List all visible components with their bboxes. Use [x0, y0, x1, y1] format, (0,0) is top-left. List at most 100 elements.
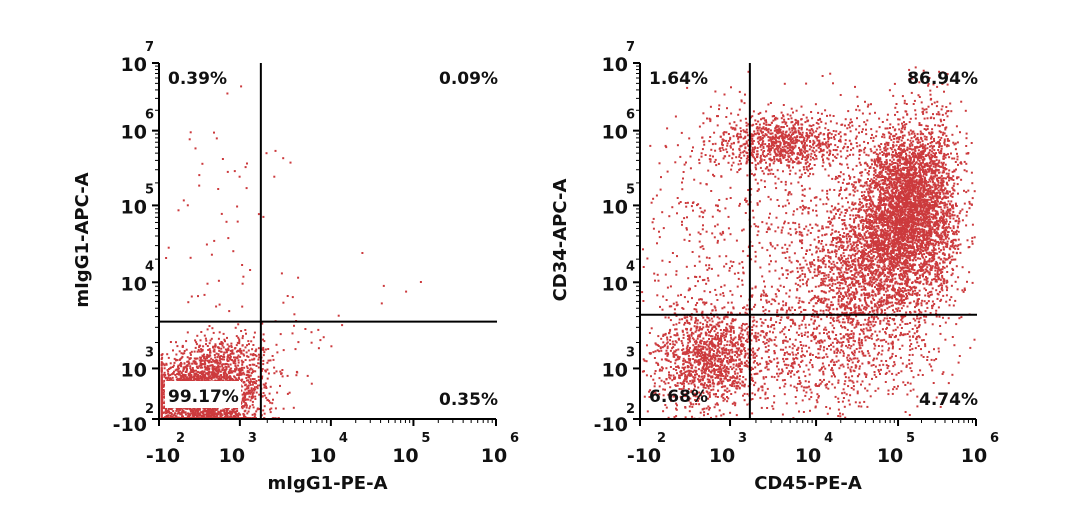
- data-point: [862, 204, 865, 207]
- data-point: [852, 184, 855, 187]
- data-point: [878, 242, 881, 245]
- data-point: [203, 408, 206, 411]
- data-point: [239, 413, 242, 416]
- data-point: [251, 363, 254, 366]
- data-point: [203, 365, 206, 368]
- data-point: [898, 227, 901, 230]
- data-point: [160, 369, 163, 372]
- data-point: [902, 237, 905, 239]
- data-point: [905, 176, 908, 179]
- data-point: [237, 415, 240, 417]
- data-point: [913, 169, 916, 171]
- data-point: [214, 345, 217, 348]
- data-point: [860, 191, 863, 194]
- data-point: [911, 153, 914, 156]
- data-point: [182, 366, 185, 369]
- data-point: [280, 272, 283, 275]
- data-point: [181, 355, 184, 358]
- scatter-panel-2: -102103104105106-1021031041051061071.64%…: [550, 40, 999, 494]
- data-point: [911, 190, 914, 193]
- data-point: [217, 337, 220, 340]
- data-point: [167, 414, 170, 417]
- data-point: [883, 293, 886, 296]
- data-point: [265, 385, 267, 388]
- data-point: [911, 219, 914, 222]
- data-point: [266, 398, 269, 401]
- data-point: [245, 377, 248, 379]
- data-point: [361, 252, 364, 254]
- data-point: [184, 378, 187, 381]
- data-point: [214, 356, 217, 359]
- data-point: [892, 126, 895, 129]
- data-point: [943, 141, 946, 144]
- data-point: [885, 166, 888, 169]
- data-point: [238, 372, 241, 375]
- data-point: [948, 156, 951, 159]
- data-point: [204, 337, 207, 340]
- data-point: [938, 273, 940, 276]
- data-point: [237, 354, 240, 357]
- data-point: [917, 149, 920, 152]
- data-point: [268, 392, 271, 395]
- data-point: [238, 175, 241, 178]
- data-point: [210, 377, 213, 380]
- data-point: [213, 359, 216, 362]
- data-point: [198, 365, 201, 368]
- data-point: [176, 373, 179, 375]
- data-point: [229, 415, 232, 418]
- data-point: [949, 245, 952, 248]
- data-point: [255, 348, 258, 351]
- data-point: [195, 365, 198, 368]
- data-point: [939, 278, 942, 281]
- data-point: [226, 348, 229, 351]
- data-point: [201, 373, 203, 375]
- data-point: [237, 368, 240, 371]
- data-point: [267, 359, 270, 362]
- data-point: [860, 208, 863, 211]
- data-point: [241, 393, 244, 396]
- data-point: [224, 416, 226, 419]
- data-point: [236, 413, 239, 416]
- data-point: [236, 220, 239, 223]
- x-axis-title: mIgG1-PE-A: [268, 473, 388, 494]
- data-point: [230, 342, 233, 345]
- data-point: [875, 164, 878, 167]
- data-point: [207, 412, 210, 415]
- data-point: [252, 395, 255, 398]
- data-point: [252, 354, 255, 357]
- data-point: [262, 363, 265, 366]
- data-point: [201, 375, 204, 378]
- data-point: [923, 146, 926, 149]
- data-point: [176, 345, 179, 348]
- data-point: [860, 206, 863, 209]
- data-point: [918, 185, 921, 188]
- data-point: [221, 376, 224, 379]
- data-point: [905, 154, 908, 157]
- data-point: [926, 125, 929, 128]
- data-point: [940, 161, 943, 164]
- data-point: [179, 363, 182, 366]
- data-point: [160, 373, 163, 376]
- data-point: [872, 195, 875, 198]
- data-point: [881, 121, 884, 123]
- data-point: [894, 128, 897, 131]
- data-point: [263, 405, 266, 408]
- data-point: [229, 363, 232, 366]
- data-point: [184, 366, 187, 369]
- data-point: [931, 265, 934, 268]
- data-point: [247, 355, 250, 358]
- data-point: [208, 410, 210, 413]
- data-point: [212, 331, 215, 334]
- data-point: [874, 160, 877, 163]
- data-point: [935, 278, 938, 281]
- data-point: [189, 414, 192, 417]
- data-point: [913, 249, 916, 252]
- data-point: [846, 149, 849, 152]
- data-point: [906, 188, 909, 191]
- data-point: [901, 124, 904, 127]
- data-point: [921, 222, 924, 224]
- data-point: [858, 125, 861, 128]
- data-point: [208, 325, 211, 327]
- data-point: [213, 365, 216, 368]
